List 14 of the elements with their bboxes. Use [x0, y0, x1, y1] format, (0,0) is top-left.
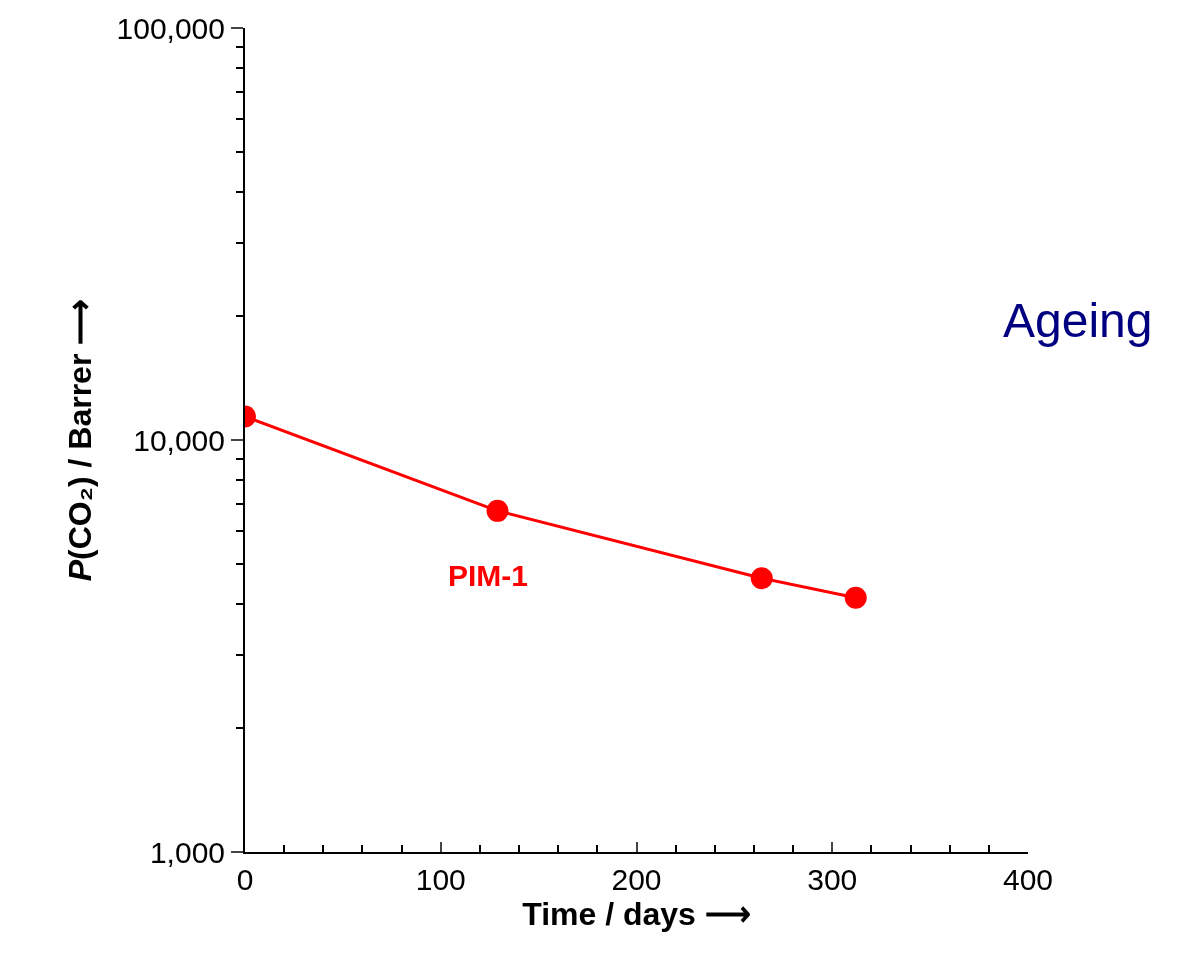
x-tick-label: 200 — [611, 863, 662, 896]
x-tick-label: 0 — [236, 863, 254, 896]
point — [844, 586, 867, 609]
point — [750, 567, 773, 590]
y-tick-label: 100,000 — [116, 11, 225, 45]
x-tick-label: 300 — [807, 863, 858, 896]
y-tick-label: 10,000 — [133, 423, 225, 457]
x-tick-label: 100 — [415, 863, 466, 896]
annotation: Ageing — [1003, 294, 1153, 347]
x-axis-title: Time / days ⟶ — [522, 896, 751, 932]
x-tick-label: 400 — [1002, 863, 1054, 896]
series-label: PIM-1 — [448, 559, 529, 592]
y-tick-label: 1,000 — [149, 835, 225, 869]
y-axis-title: P(CO₂) / Barrer ⟶ — [62, 298, 99, 582]
